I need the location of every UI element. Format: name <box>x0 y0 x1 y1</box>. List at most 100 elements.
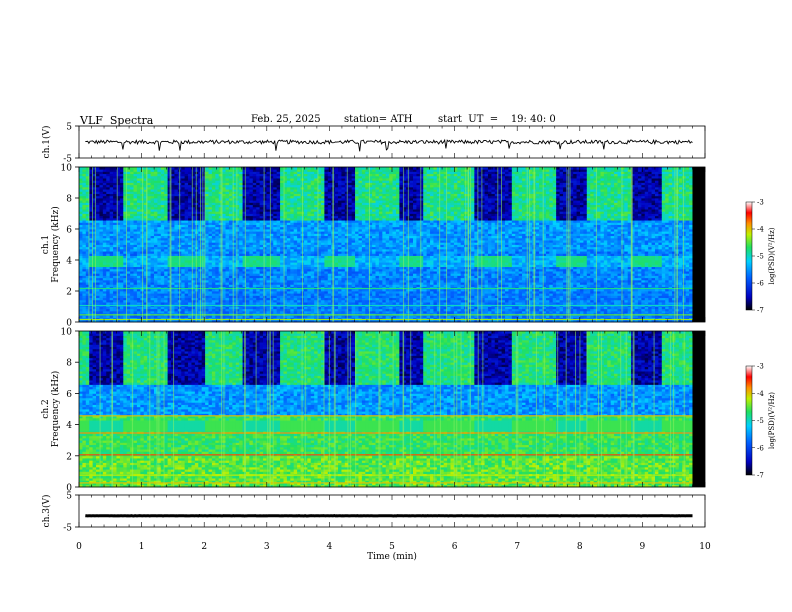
spectrogram-cell-1 <box>109 246 114 250</box>
spectrogram-cell-1 <box>89 319 94 323</box>
spectrogram-cell-1 <box>109 273 114 276</box>
spectrogram-cell-1 <box>126 213 131 217</box>
spectrogram-cell-1 <box>106 167 111 170</box>
spectrogram-cell-1 <box>119 209 124 212</box>
spectrogram-cell-1 <box>119 244 124 248</box>
spectrogram-cell-1 <box>133 306 138 310</box>
spectrogram-cell-1 <box>113 191 117 194</box>
spectrogram-cell-1 <box>92 224 97 228</box>
spectrogram-cell-1 <box>102 284 107 287</box>
spectrogram-cell-1 <box>123 224 128 228</box>
spectrogram-cell-1 <box>85 222 90 225</box>
spectrogram-cell-1 <box>113 264 117 268</box>
spectrogram-cell-1 <box>85 217 90 221</box>
spectrogram-cell-1 <box>89 302 94 305</box>
spectrogram-cell-1 <box>119 231 124 234</box>
spectrogram-cell-1 <box>82 226 87 230</box>
spectrogram-cell-1 <box>106 204 111 208</box>
spectrogram-cell-1 <box>123 178 128 181</box>
spectrogram-cell-1 <box>79 169 83 172</box>
spectrogram-cell-1 <box>85 167 90 170</box>
spectrogram-cell-1 <box>113 306 117 310</box>
spectrogram-cell-1 <box>85 200 90 203</box>
spectrogram-cell-1 <box>136 315 141 318</box>
spectrogram-cell-1 <box>92 213 97 217</box>
spectrogram-cell-1 <box>92 295 97 299</box>
spectrogram-cell-1 <box>133 264 138 268</box>
spectrogram-cell-1 <box>116 229 121 232</box>
spectrogram-cell-1 <box>133 297 138 301</box>
spectrogram-cell-1 <box>130 273 134 276</box>
spectrogram-cell-1 <box>119 268 124 272</box>
spectrogram-cell-1 <box>130 226 134 230</box>
spectrogram-cell-1 <box>96 306 100 310</box>
spectrogram-cell-1 <box>109 319 114 323</box>
spectrogram-cell-1 <box>116 246 121 250</box>
spectrogram-cell-1 <box>116 284 121 287</box>
spectrogram-cell-1 <box>126 277 131 281</box>
spectrogram-cell-1 <box>79 237 83 241</box>
spectrogram-cell-1 <box>79 191 83 194</box>
spectrogram-cell-1 <box>126 211 131 214</box>
spectrogram-cell-1 <box>106 308 111 312</box>
spectrogram-cell-1 <box>119 173 124 177</box>
spectrogram-cell-1 <box>82 171 87 175</box>
spectrogram-cell-1 <box>130 308 134 312</box>
spectrogram-cell-1 <box>79 229 83 232</box>
spectrogram-cell-1 <box>99 229 104 232</box>
spectrogram-cell-1 <box>96 291 100 294</box>
spectrogram-cell-1 <box>113 202 117 206</box>
spectrogram-cell-1 <box>116 184 121 188</box>
spectrogram-cell-1 <box>96 178 100 181</box>
spectrogram-cell-1 <box>96 189 100 192</box>
spectrogram-cell-1 <box>85 198 90 201</box>
spectrogram-cell-1 <box>126 246 131 250</box>
spectrogram-cell-1 <box>130 268 134 272</box>
spectrogram-cell-1 <box>106 215 111 219</box>
spectrogram-cell-1 <box>123 182 128 186</box>
spectrogram-cell-1 <box>113 169 117 172</box>
spectrogram-cell-1 <box>106 220 111 223</box>
spectrogram-cell-1 <box>126 268 131 272</box>
spectrogram-cell-1 <box>126 255 131 259</box>
spectrogram-cell-1 <box>116 182 121 186</box>
spectrogram-cell-1 <box>96 268 100 272</box>
spectrogram-cell-1 <box>126 202 131 206</box>
spectrogram-cell-1 <box>92 198 97 201</box>
spectrogram-cell-1 <box>133 226 138 230</box>
spectrogram-cell-1 <box>85 284 90 287</box>
spectrogram-cell-1 <box>119 279 124 283</box>
spectrogram-cell-1 <box>85 209 90 212</box>
spectrogram-cell-1 <box>79 220 83 223</box>
spectrogram-cell-1 <box>79 217 83 221</box>
spectrogram-cell-1 <box>102 248 107 252</box>
spectrogram-cell-1 <box>85 299 90 303</box>
spectrogram-cell-1 <box>92 184 97 188</box>
spectrogram-cell-1 <box>109 233 114 237</box>
spectrogram-cell-1 <box>123 288 128 292</box>
spectrogram-cell-1 <box>106 240 111 243</box>
spectrogram-cell-1 <box>136 286 141 290</box>
spectrogram-cell-1 <box>116 222 121 225</box>
spectrogram-cell-1 <box>92 240 97 243</box>
spectrogram-cell-1 <box>136 271 141 274</box>
spectrogram-cell-1 <box>109 173 114 177</box>
spectrogram-cell-1 <box>82 310 87 314</box>
spectrogram-cell-1 <box>82 284 87 287</box>
spectrogram-cell-1 <box>99 242 104 245</box>
spectrogram-cell-1 <box>130 202 134 206</box>
spectrogram-cell-1 <box>130 275 134 279</box>
spectrogram-cell-1 <box>82 178 87 181</box>
spectrogram-cell-1 <box>79 193 83 197</box>
spectrogram-cell-1 <box>136 242 141 245</box>
spectrogram-cell-1 <box>96 235 100 239</box>
spectrogram-cell-1 <box>102 233 107 237</box>
spectrogram-cell-1 <box>106 268 111 272</box>
spectrogram-cell-1 <box>143 317 148 321</box>
spectrogram-cell-1 <box>116 191 121 194</box>
spectrogram-cell-1 <box>116 260 121 263</box>
spectrogram-cell-1 <box>85 184 90 188</box>
spectrogram-cell-1 <box>82 189 87 192</box>
spectrogram-cell-1 <box>130 229 134 232</box>
spectrogram-cell-1 <box>119 306 124 310</box>
